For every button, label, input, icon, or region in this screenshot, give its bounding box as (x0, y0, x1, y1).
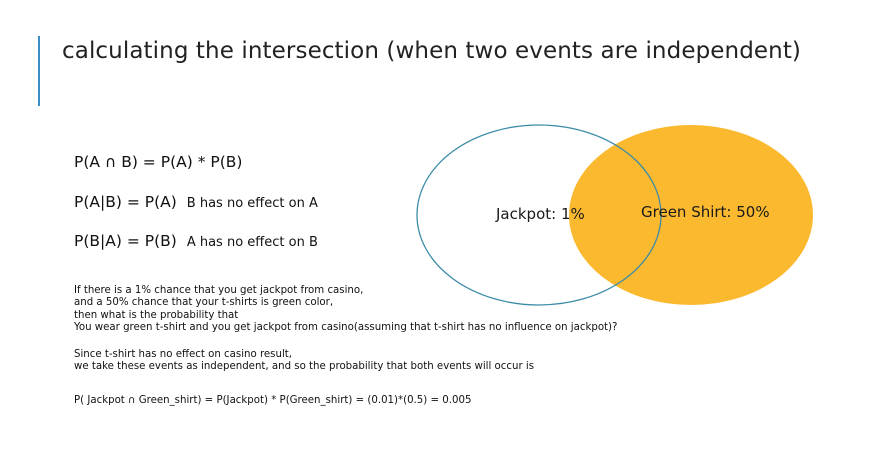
formula-conditional-b-expr: P(B|A) = P(B) (74, 232, 177, 250)
formula-conditional-a-note: B has no effect on A (186, 196, 318, 211)
green-shirt-label: Green Shirt: 50% (641, 203, 770, 221)
reasoning-paragraph: Since t-shirt has no effect on casino re… (74, 349, 534, 374)
reasoning-line: we take these events as independent, and… (74, 361, 535, 373)
green-shirt-circle (569, 125, 813, 305)
jackpot-label: Jackpot: 1% (495, 205, 585, 223)
question-line: then what is the probability that (74, 309, 239, 321)
question-line: You wear green t-shirt and you get jackp… (74, 322, 618, 334)
result-line: P( Jackpot ∩ Green_shirt) = P(Jackpot) *… (74, 395, 472, 406)
formula-conditional-a: P(A|B) = P(A) B has no effect on A (74, 193, 318, 211)
slide-title: calculating the intersection (when two e… (62, 38, 802, 64)
accent-bar (38, 36, 40, 106)
formula-conditional-b: P(B|A) = P(B) A has no effect on B (74, 232, 318, 250)
question-paragraph: If there is a 1% chance that you get jac… (74, 285, 617, 335)
question-line: If there is a 1% chance that you get jac… (74, 285, 364, 296)
jackpot-circle (416, 124, 662, 306)
formula-intersection: P(A ∩ B) = P(A) * P(B) (74, 153, 242, 171)
question-line: and a 50% chance that your t-shirts is g… (74, 297, 334, 309)
result-formula: P( Jackpot ∩ Green_shirt) = P(Jackpot) *… (74, 395, 471, 407)
formula-intersection-expr: P(A ∩ B) = P(A) * P(B) (74, 153, 243, 171)
formula-conditional-a-expr: P(A|B) = P(A) (74, 193, 177, 211)
reasoning-line: Since t-shirt has no effect on casino re… (74, 349, 293, 360)
formula-conditional-b-note: A has no effect on B (186, 235, 318, 250)
